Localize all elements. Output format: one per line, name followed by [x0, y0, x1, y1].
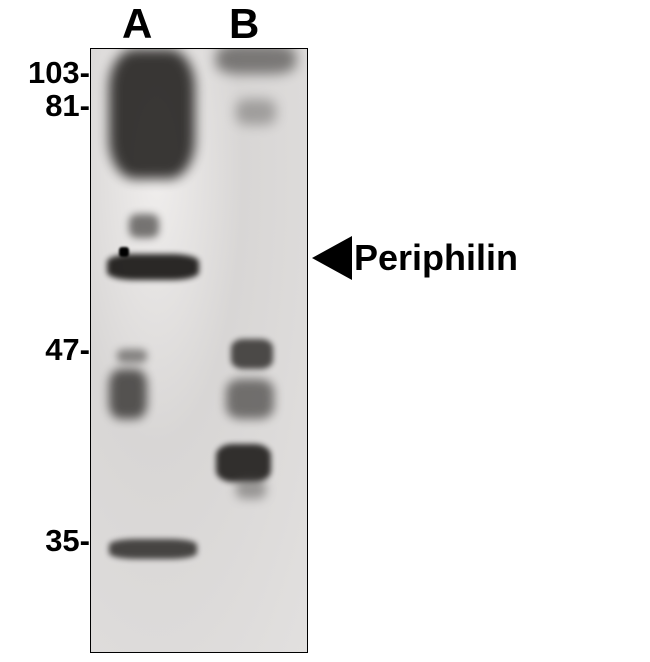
mw-marker-35: 35- — [4, 523, 90, 559]
blot-band — [119, 247, 129, 257]
mw-marker-47: 47- — [4, 332, 90, 368]
arrow-left-icon — [312, 236, 352, 280]
blot-band — [231, 339, 273, 369]
blot-band — [216, 444, 271, 482]
lane-label-a: A — [122, 0, 152, 48]
mw-marker-103: 103- — [4, 55, 90, 91]
blot-band — [236, 99, 276, 125]
mw-marker-81: 81- — [4, 88, 90, 124]
blot-band — [129, 214, 159, 238]
blot-band — [109, 49, 195, 179]
target-label: Periphilin — [354, 237, 518, 279]
lane-a — [99, 49, 197, 652]
target-arrow-group: Periphilin — [312, 236, 518, 280]
blot-band — [117, 349, 147, 363]
blot-band — [109, 369, 147, 419]
blot-band — [107, 254, 199, 280]
lane-label-b: B — [229, 0, 259, 48]
blot-band — [109, 539, 197, 559]
blot-band — [226, 379, 274, 419]
blot-band — [236, 479, 266, 499]
western-blot — [90, 48, 308, 653]
lane-b — [206, 49, 301, 652]
blot-band — [216, 48, 296, 74]
